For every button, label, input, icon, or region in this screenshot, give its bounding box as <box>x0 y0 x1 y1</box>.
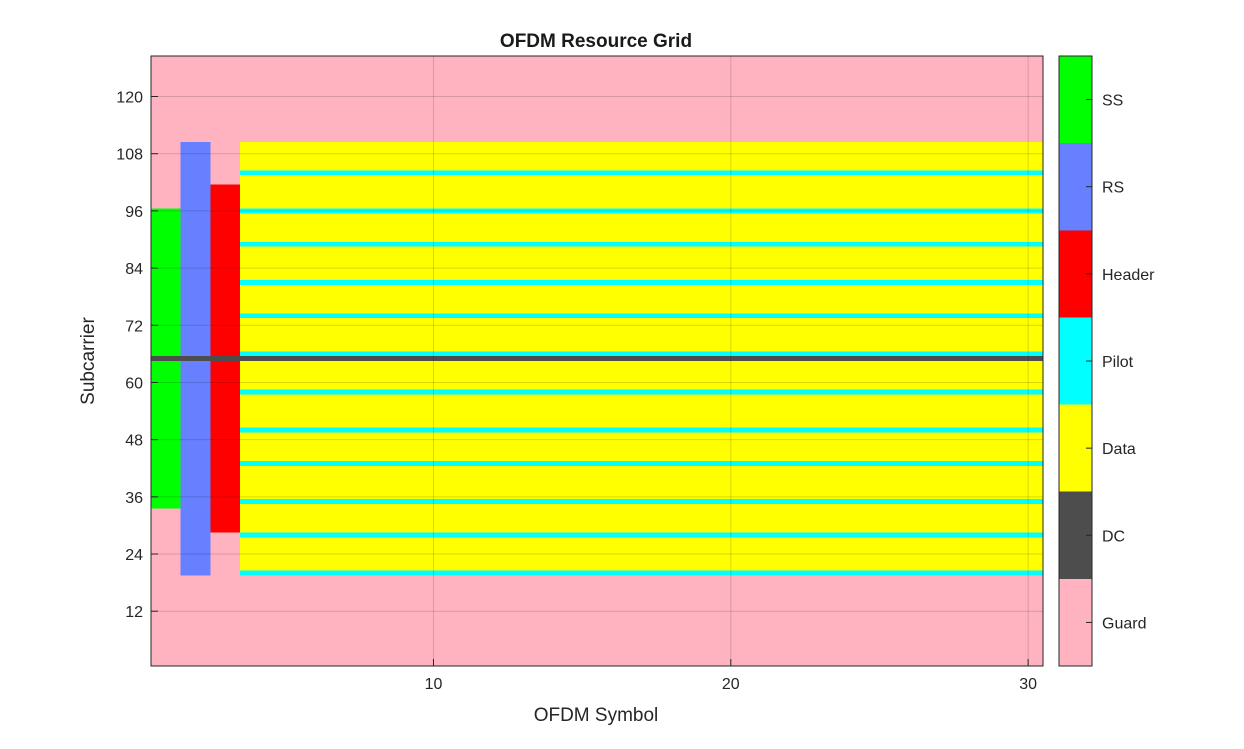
colorbar: Guard DC Data Pilot Header RS SS <box>1058 55 1155 667</box>
cell-pilot-region <box>240 427 1043 433</box>
x-tick-label: 20 <box>722 676 740 693</box>
cell-pilot-region <box>240 313 1043 319</box>
y-tick-label: 60 <box>125 375 143 392</box>
chart-title: OFDM Resource Grid <box>500 31 692 52</box>
x-axis-ticks: 10 20 30 <box>425 659 1037 693</box>
cell-pilot-region <box>240 499 1043 504</box>
plot-frame <box>150 55 1044 667</box>
cell-pilot-region <box>240 461 1043 466</box>
cell-pilot-region <box>240 279 1043 285</box>
y-tick-label: 120 <box>116 90 143 107</box>
x-tick-label: 30 <box>1019 676 1037 693</box>
cell-dc-region <box>151 356 1043 361</box>
cell-pilot-region <box>240 570 1043 576</box>
y-axis-label: Subcarrier <box>78 317 99 405</box>
x-tick-label: 10 <box>425 676 443 693</box>
y-tick-label: 12 <box>125 604 143 621</box>
cell-pilot-region <box>240 241 1043 247</box>
colorbar-label-pilot: Pilot <box>1102 354 1134 371</box>
colorbar-label-header: Header <box>1102 267 1155 284</box>
colorbar-label-rs: RS <box>1102 180 1124 197</box>
y-tick-label: 96 <box>125 204 143 221</box>
cell-pilot-region <box>240 532 1043 538</box>
colorbar-frame <box>1058 55 1093 667</box>
grid-cells <box>151 56 1043 666</box>
y-tick-label: 108 <box>116 147 143 164</box>
y-axis-ticks: 12 24 36 48 60 72 84 96 108 120 <box>116 90 158 621</box>
gridlines <box>151 56 1043 666</box>
colorbar-label-guard: Guard <box>1102 615 1146 632</box>
y-tick-label: 36 <box>125 490 143 507</box>
y-tick-label: 24 <box>125 547 143 564</box>
colorbar-label-ss: SS <box>1102 93 1123 110</box>
colorbar-label-dc: DC <box>1102 528 1125 545</box>
y-tick-label: 72 <box>125 318 143 335</box>
cell-pilot-region <box>240 389 1043 395</box>
cell-pilot-region <box>240 208 1043 214</box>
cell-pilot-region <box>240 170 1043 176</box>
y-tick-label: 48 <box>125 433 143 450</box>
cell-pilot-region <box>240 351 1043 357</box>
colorbar-label-data: Data <box>1102 441 1136 458</box>
y-tick-label: 84 <box>125 261 143 278</box>
plot-area: 10 20 30 12 24 36 48 60 72 84 96 108 120 <box>116 55 1044 693</box>
x-axis-label: OFDM Symbol <box>534 705 659 726</box>
